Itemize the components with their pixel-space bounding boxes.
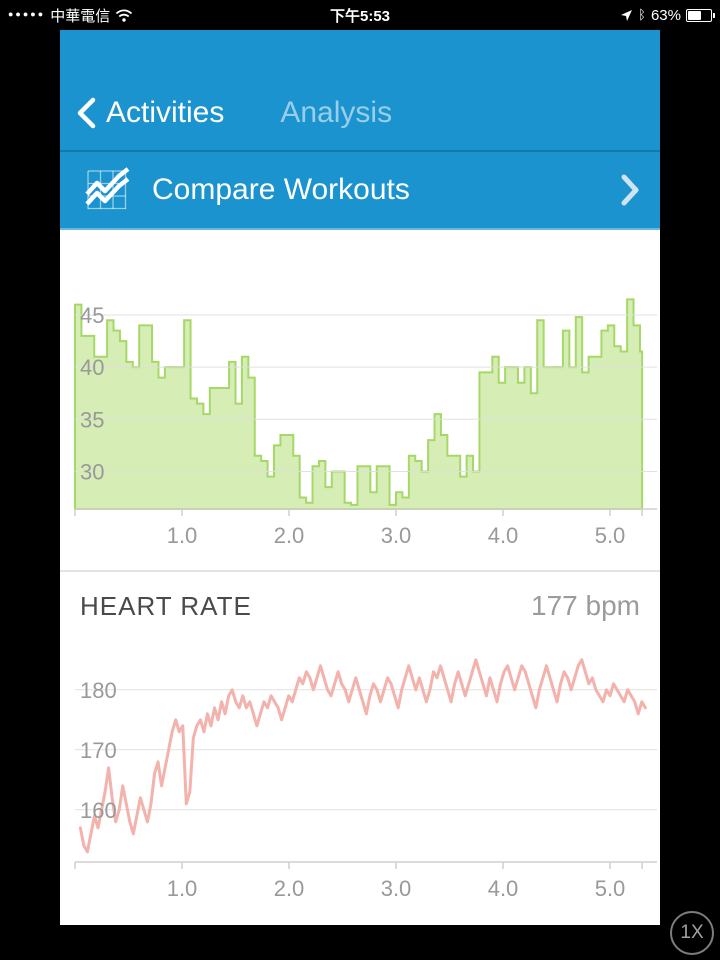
svg-text:180: 180 xyxy=(80,678,117,703)
bluetooth-icon: ᛒ xyxy=(638,7,646,23)
svg-text:1.0: 1.0 xyxy=(167,523,198,548)
back-button[interactable]: Activities xyxy=(76,96,224,130)
heart-rate-value: 177 bpm xyxy=(531,590,640,621)
compare-chart-icon xyxy=(85,167,130,210)
display-scale-label: 1X xyxy=(680,922,704,943)
carrier-label: 中華電信 xyxy=(50,7,111,25)
svg-text:40: 40 xyxy=(80,355,104,380)
navigation-bar: Activities Analysis xyxy=(60,30,660,152)
compare-workouts-row[interactable]: Compare Workouts xyxy=(60,152,660,230)
svg-text:5.0: 5.0 xyxy=(595,523,626,548)
back-chevron-icon xyxy=(77,97,96,129)
display-scale-button[interactable]: 1X xyxy=(670,911,714,955)
wifi-icon xyxy=(116,9,133,22)
svg-text:2.0: 2.0 xyxy=(274,876,305,901)
compare-workouts-label: Compare Workouts xyxy=(152,173,410,206)
heart-rate-line-chart: 160 170 180 1.0 2.0 3.0 4.0 5.0 xyxy=(74,658,657,901)
battery-icon xyxy=(686,8,715,22)
pace-area-chart: 30 35 40 45 1.0 2.0 3.0 4.0 5.0 xyxy=(74,298,657,548)
svg-text:4.0: 4.0 xyxy=(488,876,519,901)
battery-percent-label: 63% xyxy=(650,6,681,24)
svg-text:160: 160 xyxy=(80,798,117,823)
page-title: Analysis xyxy=(280,96,393,129)
svg-text:45: 45 xyxy=(80,303,104,328)
svg-text:2.0: 2.0 xyxy=(274,523,305,548)
heart-rate-header: HEART RATE 177 bpm xyxy=(60,572,660,624)
chevron-right-icon xyxy=(621,174,639,206)
svg-text:30: 30 xyxy=(80,459,104,484)
app-window: Activities Analysis Compare Workouts 30 3… xyxy=(60,30,660,925)
svg-text:3.0: 3.0 xyxy=(381,876,412,901)
heart-rate-title: HEART RATE xyxy=(80,590,252,621)
status-time: 下午5:53 xyxy=(329,7,391,25)
svg-text:5.0: 5.0 xyxy=(595,876,626,901)
back-button-label: Activities xyxy=(106,96,225,129)
location-arrow-icon xyxy=(621,9,633,21)
svg-text:4.0: 4.0 xyxy=(488,523,519,548)
svg-text:35: 35 xyxy=(80,407,104,432)
svg-text:170: 170 xyxy=(80,738,117,763)
status-bar: ●●●●● 中華電信 下午5:53 ᛒ 63% xyxy=(0,0,720,30)
svg-text:3.0: 3.0 xyxy=(381,523,412,548)
signal-strength-icon: ●●●●● xyxy=(8,9,46,19)
section-divider xyxy=(60,570,660,572)
svg-text:1.0: 1.0 xyxy=(167,876,198,901)
